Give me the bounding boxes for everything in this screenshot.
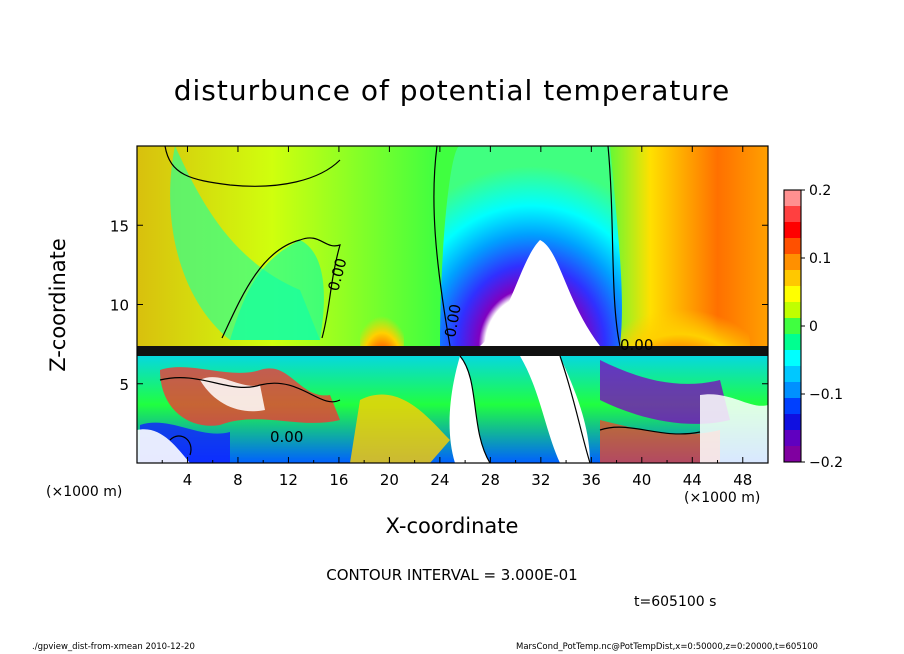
- contour-label-2: 0.00: [441, 303, 465, 339]
- y-axis-label: Z-coordinate: [46, 238, 70, 372]
- colorbar-step: [784, 382, 801, 399]
- y-tick-label: 10: [110, 297, 129, 315]
- colorbar: 0.2 0.1 0 −0.1 −0.2: [783, 183, 843, 471]
- x-tick-label: 36: [582, 471, 601, 489]
- colorbar-step: [784, 302, 801, 319]
- colorbar-tick-label: 0.1: [809, 251, 831, 267]
- y-tick-label: 5: [119, 376, 129, 394]
- colorbar-step: [784, 398, 801, 415]
- colorbar-tick-label: 0: [809, 319, 818, 335]
- colorbar-step: [784, 350, 801, 367]
- colorbar-step: [784, 446, 801, 463]
- colorbar-step: [784, 254, 801, 271]
- footer-left: ./gpview_dist-from-xmean 2010-12-20: [32, 642, 195, 652]
- x-tick-label: 44: [683, 471, 702, 489]
- contour-lines: [159, 146, 701, 463]
- colorbar-step: [784, 270, 801, 287]
- colorbar-tick-label: 0.2: [809, 183, 831, 199]
- x-unit-left: (×1000 m): [46, 484, 123, 500]
- colorbar-step: [784, 238, 801, 255]
- x-tick-label: 40: [632, 471, 651, 489]
- time-stamp: t=605100 s: [634, 594, 717, 610]
- x-axis-label: X-coordinate: [385, 514, 519, 538]
- x-tick-label: 4: [183, 471, 193, 489]
- y-tick-label: 15: [110, 217, 129, 235]
- x-tick-label: 16: [329, 471, 348, 489]
- x-tick-label: 24: [430, 471, 449, 489]
- colorbar-step: [784, 430, 801, 447]
- colorbar-step: [784, 286, 801, 303]
- colorbar-step: [784, 222, 801, 239]
- heatmap-field: [137, 146, 768, 463]
- colorbar-step: [784, 414, 801, 431]
- x-tick-label: 28: [481, 471, 500, 489]
- x-tick-label: 8: [233, 471, 243, 489]
- x-tick-label: 12: [279, 471, 298, 489]
- colorbar-step: [784, 206, 801, 223]
- contour-label-3: 0.00: [620, 336, 653, 354]
- colorbar-step: [784, 334, 801, 351]
- colorbar-step: [784, 318, 801, 335]
- footer-right: MarsCond_PotTemp.nc@PotTempDist,x=0:5000…: [516, 642, 818, 652]
- contour-interval: CONTOUR INTERVAL = 3.000E-01: [326, 566, 578, 584]
- contour-label-4: 0.00: [270, 428, 303, 446]
- chart-title: disturbunce of potential temperature: [173, 74, 731, 107]
- x-tick-label: 32: [531, 471, 550, 489]
- x-tick-label: 20: [380, 471, 399, 489]
- y-axis: 5 10 15: [110, 217, 768, 394]
- colorbar-step: [784, 190, 801, 207]
- x-tick-label: 48: [733, 471, 752, 489]
- colorbar-tick-label: −0.2: [809, 455, 843, 471]
- colorbar-tick-label: −0.1: [809, 387, 843, 403]
- x-axis: 4 8 12 16 20 24 28 32 36 40 44 48: [161, 146, 752, 489]
- x-unit-right: (×1000 m): [684, 490, 761, 506]
- colorbar-step: [784, 366, 801, 383]
